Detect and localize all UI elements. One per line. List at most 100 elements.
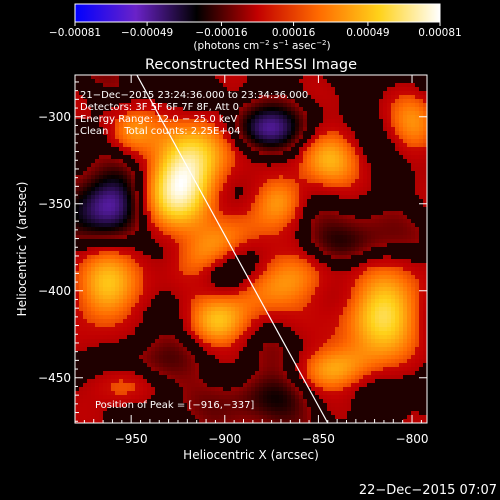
heatmap-cell xyxy=(163,167,168,172)
heatmap-cell xyxy=(291,115,296,120)
heatmap-cell xyxy=(343,171,348,176)
heatmap-cell xyxy=(159,119,164,124)
heatmap-cell xyxy=(215,103,220,108)
heatmap-cell xyxy=(303,259,308,264)
heatmap-cell xyxy=(227,263,232,268)
heatmap-cell xyxy=(175,143,180,148)
heatmap-cell xyxy=(107,235,112,240)
heatmap-cell xyxy=(183,179,188,184)
heatmap-cell xyxy=(299,103,304,108)
heatmap-cell xyxy=(159,271,164,276)
heatmap-cell xyxy=(159,199,164,204)
heatmap-cell xyxy=(243,247,248,252)
heatmap-cell xyxy=(395,239,400,244)
heatmap-cell xyxy=(287,171,292,176)
heatmap-cell xyxy=(315,131,320,136)
heatmap-cell xyxy=(239,203,244,208)
heatmap-cell xyxy=(187,95,192,100)
heatmap-cell xyxy=(75,251,80,256)
heatmap-cell xyxy=(263,195,268,200)
heatmap-cell xyxy=(175,299,180,304)
heatmap-cell xyxy=(91,299,96,304)
heatmap-cell xyxy=(255,119,260,124)
heatmap-cell xyxy=(99,291,104,296)
heatmap-cell xyxy=(87,279,92,284)
heatmap-cell xyxy=(379,199,384,204)
heatmap-cell xyxy=(367,287,372,292)
heatmap-cell xyxy=(167,115,172,120)
heatmap-cell xyxy=(291,243,296,248)
heatmap-cell xyxy=(143,235,148,240)
heatmap-cell xyxy=(271,243,276,248)
heatmap-cell xyxy=(383,295,388,300)
heatmap-cell xyxy=(287,187,292,192)
heatmap-cell xyxy=(163,115,168,120)
heatmap-cell xyxy=(335,107,340,112)
heatmap-cell xyxy=(207,267,212,272)
heatmap-cell xyxy=(143,95,148,100)
heatmap-cell xyxy=(175,119,180,124)
heatmap-cell xyxy=(391,231,396,236)
heatmap-cell xyxy=(95,175,100,180)
heatmap-cell xyxy=(247,271,252,276)
heatmap-cell xyxy=(403,283,408,288)
heatmap-cell xyxy=(359,155,364,160)
heatmap-cell xyxy=(167,167,172,172)
heatmap-cell xyxy=(283,207,288,212)
heatmap-cell xyxy=(179,75,184,80)
heatmap-cell xyxy=(155,187,160,192)
heatmap-cell xyxy=(307,75,312,80)
heatmap-cell xyxy=(371,143,376,148)
heatmap-cell xyxy=(99,235,104,240)
heatmap-cell xyxy=(343,167,348,172)
heatmap-cell xyxy=(387,95,392,100)
heatmap-cell xyxy=(307,95,312,100)
heatmap-cell xyxy=(299,95,304,100)
heatmap-cell xyxy=(271,299,276,304)
heatmap-cell xyxy=(91,115,96,120)
heatmap-cell xyxy=(143,123,148,128)
heatmap-cell xyxy=(355,183,360,188)
heatmap-cell xyxy=(291,235,296,240)
heatmap-cell xyxy=(211,295,216,300)
heatmap-cell xyxy=(315,111,320,116)
heatmap-cell xyxy=(311,239,316,244)
heatmap-cell xyxy=(291,139,296,144)
heatmap-cell xyxy=(239,231,244,236)
heatmap-cell xyxy=(127,283,132,288)
heatmap-cell xyxy=(155,267,160,272)
heatmap-cell xyxy=(387,155,392,160)
heatmap-cell xyxy=(155,79,160,84)
heatmap-cell xyxy=(115,291,120,296)
heatmap-cell xyxy=(291,295,296,300)
heatmap-cell xyxy=(335,131,340,136)
heatmap-cell xyxy=(111,291,116,296)
heatmap-cell xyxy=(323,215,328,220)
heatmap-cell xyxy=(379,235,384,240)
heatmap-cell xyxy=(167,203,172,208)
heatmap-cell xyxy=(399,215,404,220)
heatmap-cell xyxy=(423,127,427,132)
heatmap-cell xyxy=(171,239,176,244)
heatmap-cell xyxy=(263,159,268,164)
heatmap-cell xyxy=(131,155,136,160)
heatmap-cell xyxy=(191,123,196,128)
heatmap-cell xyxy=(275,275,280,280)
heatmap-cell xyxy=(395,159,400,164)
heatmap-cell xyxy=(275,107,280,112)
heatmap-cell xyxy=(335,275,340,280)
heatmap-cell xyxy=(91,239,96,244)
heatmap-cell xyxy=(299,259,304,264)
heatmap-cell xyxy=(355,203,360,208)
heatmap-cell xyxy=(83,91,88,96)
heatmap-cell xyxy=(207,143,212,148)
heatmap-cell xyxy=(99,151,104,156)
heatmap-cell xyxy=(319,79,324,84)
heatmap-cell xyxy=(231,267,236,272)
heatmap-cell xyxy=(399,227,404,232)
heatmap-cell xyxy=(287,107,292,112)
heatmap-cell xyxy=(347,239,352,244)
heatmap-cell xyxy=(319,211,324,216)
heatmap-cell xyxy=(323,179,328,184)
heatmap-cell xyxy=(359,95,364,100)
